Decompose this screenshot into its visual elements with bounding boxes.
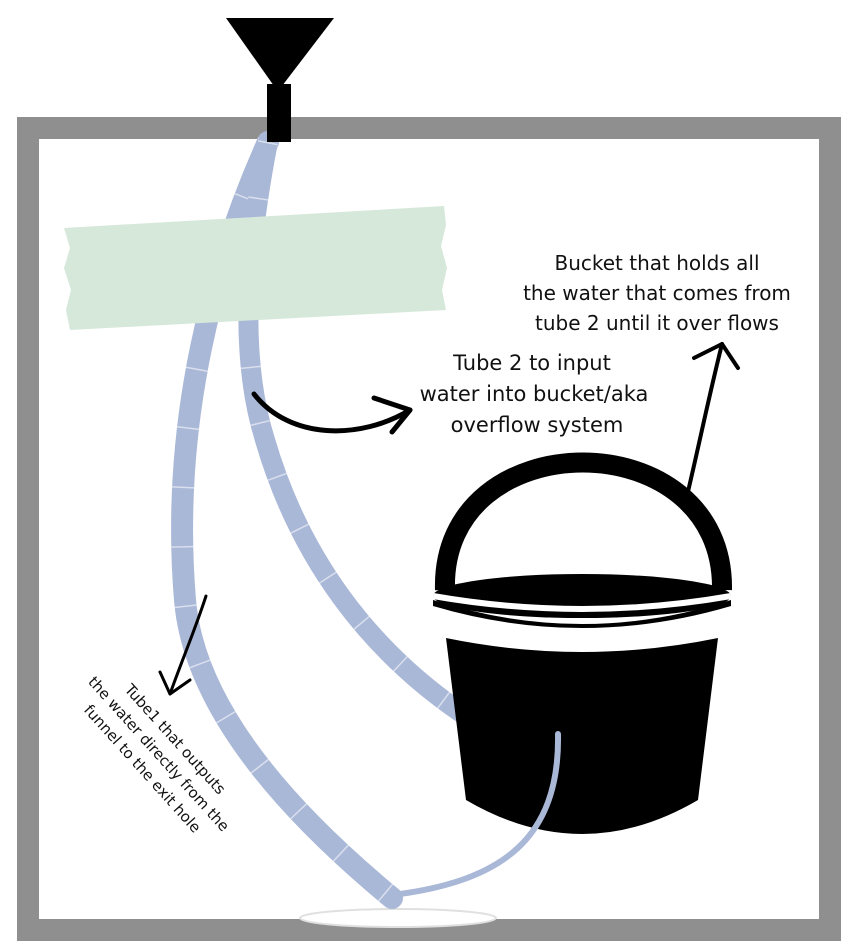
arrow-bucket <box>684 342 740 502</box>
tube2-label-line1: Tube 2 to input <box>452 351 611 375</box>
tape-strip <box>64 206 447 330</box>
exit-hole <box>299 908 497 928</box>
tube1-label: Tube1 that outputs the water directly fr… <box>80 673 233 836</box>
tube2-label-line3: overflow system <box>451 413 624 437</box>
tube2-label-line2: water into bucket/aka <box>420 382 649 406</box>
bucket-label: Bucket that holds all the water that com… <box>523 251 791 335</box>
funnel-icon <box>226 18 334 142</box>
tube2-label: Tube 2 to input water into bucket/aka ov… <box>420 351 649 437</box>
bucket-outlet-tube <box>397 731 562 897</box>
bucket-label-line2: the water that comes from <box>523 281 791 305</box>
bucket-icon <box>432 452 733 834</box>
arrow-tube1 <box>158 594 208 696</box>
arrow-tube2 <box>251 391 413 435</box>
bucket-label-line3: tube 2 until it over flows <box>535 311 779 335</box>
bucket-label-line1: Bucket that holds all <box>554 251 759 275</box>
enclosure-frame <box>17 117 841 941</box>
